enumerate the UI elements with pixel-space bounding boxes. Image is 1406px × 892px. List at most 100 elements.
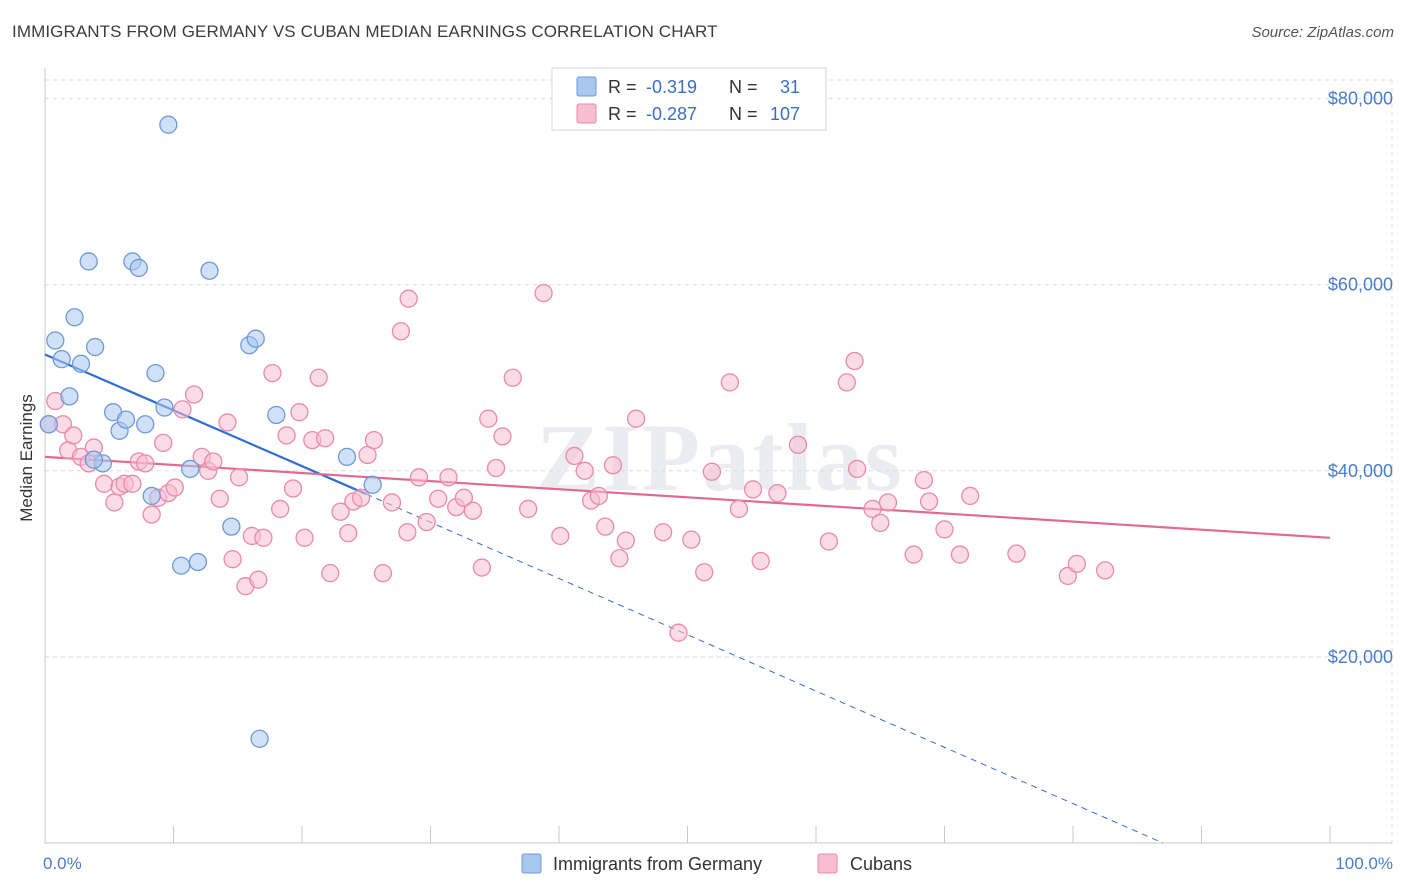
legend-swatch-germany: [576, 76, 597, 97]
cubans-point: [720, 373, 740, 392]
cubans-point: [669, 623, 688, 642]
cubans-point: [935, 520, 954, 539]
cubans-point: [653, 523, 673, 542]
germany-point: [46, 331, 65, 350]
cubans-point: [603, 456, 623, 475]
legend-box: [551, 67, 827, 131]
cubans-point: [429, 489, 448, 508]
cubans-point: [575, 461, 594, 480]
cubans-point: [596, 517, 615, 536]
trendlines: [44, 353, 1331, 844]
cubans-point: [277, 426, 296, 445]
cubans-point: [493, 427, 512, 446]
x-tick-label-start: 0.0%: [43, 854, 82, 873]
data-points: [39, 115, 1115, 748]
germany-point: [267, 405, 286, 425]
cubans-point: [863, 499, 882, 519]
cubans-point: [254, 528, 273, 547]
cubans-point: [321, 564, 340, 583]
germany-point: [250, 729, 269, 748]
cubans-point: [218, 413, 237, 432]
cubans-point: [309, 368, 328, 387]
cubans-point: [626, 409, 646, 428]
cubans-point: [682, 530, 701, 549]
bottom-legend-label-germany: Immigrants from Germany: [553, 854, 762, 874]
cubans-point: [1007, 544, 1026, 563]
legend-n-label-germany: N =: [729, 77, 758, 97]
chart-title: IMMIGRANTS FROM GERMANY VS CUBAN MEDIAN …: [12, 22, 718, 41]
cubans-point: [463, 501, 483, 520]
germany-point: [129, 258, 148, 278]
germany-point: [188, 552, 208, 572]
legend-swatch-cubans: [576, 103, 597, 124]
source-label: Source: ZipAtlas.com: [1251, 24, 1394, 41]
germany-point: [146, 363, 165, 383]
correlation-legend: R = -0.319 N = 31 R = -0.287 N = 107: [551, 67, 827, 131]
cubans-point: [1067, 554, 1087, 574]
cubans-point: [743, 480, 763, 499]
cubans-point: [204, 452, 223, 471]
germany-trendline: [44, 353, 367, 496]
cubans-point: [439, 468, 458, 487]
bottom-legend-swatch-germany: [521, 853, 542, 874]
germany-point: [60, 387, 79, 406]
cubans-point: [184, 385, 204, 404]
germany-point: [65, 308, 84, 327]
cubans-point: [94, 474, 114, 493]
cubans-point: [616, 531, 635, 550]
legend-r-value-cubans: -0.287: [646, 104, 697, 124]
legend-r-value-germany: -0.319: [646, 77, 697, 97]
cubans-point: [534, 283, 553, 303]
germany-trendline-extension: [366, 493, 1164, 844]
cubans-point: [878, 493, 898, 512]
cubans-point: [610, 549, 629, 568]
cubans-point: [315, 429, 335, 448]
legend-n-value-cubans: 107: [770, 104, 800, 124]
germany-point: [181, 459, 200, 479]
germany-point: [71, 354, 91, 373]
legend-r-label-germany: R =: [608, 77, 637, 97]
germany-point: [337, 447, 357, 466]
cubans-point: [486, 458, 506, 478]
cubans-point: [472, 558, 492, 577]
cubans-point: [1095, 561, 1115, 580]
cubans-point: [123, 474, 142, 493]
cubans-point: [837, 373, 856, 392]
germany-point: [39, 415, 59, 434]
cubans-point: [165, 478, 184, 497]
y-tick-label: $20,000: [1328, 647, 1393, 667]
cubans-point: [551, 526, 570, 546]
cubans-point: [961, 486, 980, 506]
cubans-point: [105, 493, 124, 512]
cubans-point: [339, 523, 358, 543]
cubans-point: [64, 426, 83, 445]
cubans-point: [845, 351, 864, 371]
germany-point: [116, 410, 136, 429]
cubans-point: [914, 470, 934, 490]
legend-r-label-cubans: R =: [608, 104, 637, 124]
cubans-point: [142, 505, 161, 524]
legend-n-label-cubans: N =: [729, 104, 758, 124]
cubans-point: [454, 488, 474, 507]
cubans-point: [223, 550, 242, 569]
bottom-legend-swatch-cubans: [817, 853, 838, 874]
cubans-point: [847, 459, 867, 479]
legend-n-value-germany: 31: [780, 77, 800, 97]
germany-point: [172, 556, 191, 575]
germany-point: [155, 398, 174, 417]
x-tick-label-end: 100.0%: [1335, 854, 1393, 873]
cubans-point: [565, 446, 584, 466]
cubans-point: [373, 564, 393, 583]
cubans-point: [950, 545, 970, 564]
germany-point: [222, 517, 241, 536]
cubans-point: [788, 435, 808, 454]
cubans-point: [479, 409, 498, 428]
cubans-point: [399, 289, 418, 308]
germany-point: [136, 415, 155, 434]
germany-point: [85, 337, 105, 357]
y-tick-label: $60,000: [1328, 275, 1393, 295]
cubans-point: [768, 483, 787, 503]
cubans-point: [871, 513, 890, 533]
cubans-point: [364, 430, 384, 450]
germany-point: [79, 252, 98, 271]
